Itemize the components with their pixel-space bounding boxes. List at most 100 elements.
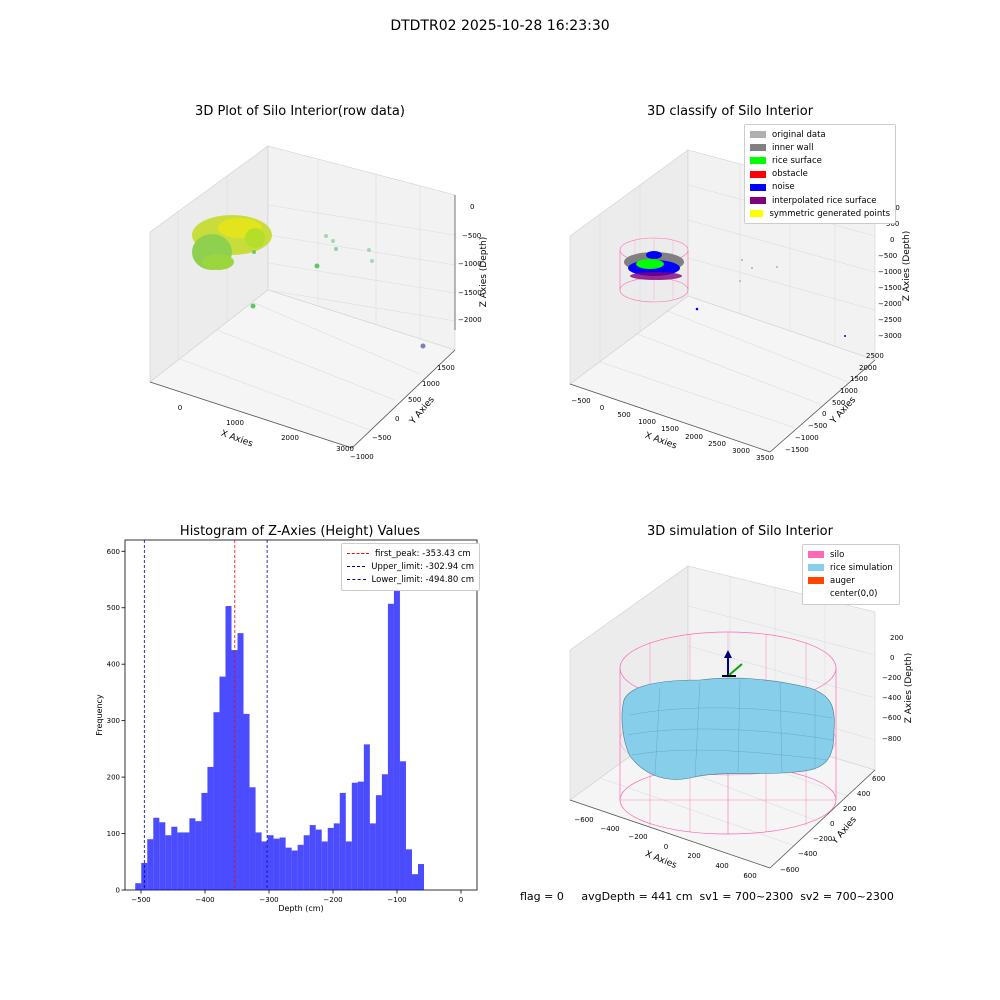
p4-ytick: 0 [830, 820, 834, 828]
legend-label: rice simulation [830, 562, 893, 573]
histogram-xtick-label: −300 [259, 896, 278, 904]
p4-rice-mesh [627, 679, 834, 779]
panel1-title: 3D Plot of Silo Interior(row data) [195, 104, 405, 119]
histogram-bar [309, 825, 316, 890]
p2-xtick: 1500 [661, 425, 679, 433]
histogram-bar [249, 787, 256, 890]
histogram-bar [411, 874, 418, 890]
histogram-xtick-label: −400 [195, 896, 214, 904]
histogram-legend: first_peak: -353.43 cm Upper_limit: -302.… [341, 543, 480, 591]
legend-swatch [750, 144, 766, 152]
legend-entry: first_peak: -353.43 cm [347, 547, 474, 560]
p4-zlabel: Z Axies (Depth) [904, 653, 914, 724]
histogram-bar [387, 603, 394, 890]
histogram-bar [339, 792, 346, 890]
legend-entry: center(0,0) [808, 588, 894, 601]
histogram-bar [417, 864, 425, 890]
panel4-legend: silo rice simulation auger center(0,0) [802, 544, 900, 605]
p2-xtick: 3000 [732, 447, 750, 455]
p1-ytick: 500 [408, 396, 421, 404]
p4-ytick: 200 [843, 805, 856, 813]
p2-xtick: 2000 [685, 433, 703, 441]
histogram-bar [345, 841, 352, 890]
p1-ztick: −500 [462, 232, 481, 240]
histogram-bar [189, 818, 196, 890]
p4-ytick: −400 [798, 850, 817, 858]
histogram-bar [261, 841, 268, 890]
p1-ytick: −500 [372, 434, 391, 442]
histogram-bar [291, 850, 298, 890]
p1-xtick: 1000 [226, 419, 244, 427]
p2-xtick: −500 [571, 397, 590, 405]
p1-ztick: −2000 [458, 316, 482, 324]
p2-xtick: 1000 [638, 418, 656, 426]
legend-entry: Upper_limit: -302.94 cm [347, 560, 474, 573]
p1-xtick: 2000 [281, 434, 299, 442]
legend-entry: auger [808, 574, 894, 587]
p1-ytick: 1000 [422, 380, 440, 388]
legend-entry: rice surface [750, 154, 890, 167]
histogram-bar [255, 832, 262, 890]
histogram-bar [225, 606, 232, 890]
legend-entry: interpolated rice surface [750, 194, 890, 207]
p2-zlabel: Z Axies (Depth) [902, 231, 912, 302]
p2-ztick: −1500 [878, 284, 902, 292]
p4-ztick: −200 [882, 674, 901, 682]
histogram-xtick-label: 0 [459, 896, 463, 904]
p4-ytick: 600 [872, 775, 885, 783]
histogram-bar [381, 774, 388, 890]
p2-xtick: 3500 [756, 454, 774, 462]
p4-xtick: 200 [687, 852, 700, 860]
histogram-bar [279, 837, 286, 890]
p1-zlabel: Z Axies (Depth) [479, 237, 489, 308]
histogram-bar [297, 844, 304, 890]
legend-entry: symmetric generated points [750, 207, 890, 220]
legend-label: Upper_limit: -302.94 cm [371, 561, 474, 572]
histogram-ytick-label: 600 [107, 548, 120, 556]
histogram-ytick-label: 400 [107, 661, 120, 669]
histogram-bar [333, 823, 340, 890]
p4-xlabel: X Axies [643, 849, 678, 871]
p2-classified-cloud [619, 237, 846, 337]
histogram-bar [285, 847, 292, 890]
histogram-bar [357, 781, 364, 890]
p2-ztick: −1000 [878, 268, 902, 276]
histogram-bar [267, 835, 274, 890]
p4-xtick: −200 [628, 833, 647, 841]
legend-swatch [750, 210, 764, 218]
legend-label: silo [830, 549, 845, 560]
legend-entry: obstacle [750, 168, 890, 181]
p4-xtick: 400 [715, 862, 728, 870]
legend-entry: rice simulation [808, 561, 894, 574]
p2-ytick: 500 [832, 399, 845, 407]
p4-rice-surface [621, 677, 835, 780]
histogram-bar [219, 676, 226, 890]
p4-ztick: 200 [890, 634, 903, 642]
histogram-bar [351, 782, 358, 890]
histogram-ytick-label: 0 [116, 887, 120, 895]
histogram-bar [159, 822, 166, 890]
p2-ytick: 2500 [866, 352, 884, 360]
histogram-yticks: 0 100 200 300 400 500 600 [107, 548, 125, 895]
p1-ytick: 0 [395, 415, 399, 423]
histogram-bar [303, 835, 310, 890]
histogram-bar [363, 744, 370, 890]
histogram-bar [213, 712, 220, 890]
histogram-bar [171, 826, 178, 890]
p4-ztick: 0 [890, 654, 894, 662]
histogram-xtick-label: −500 [131, 896, 150, 904]
p4-ytick: 400 [857, 790, 870, 798]
histogram-bar [153, 817, 160, 890]
histogram-xticks: −500 −400 −300 −200 −100 0 [131, 890, 463, 904]
p2-ztick: −500 [878, 252, 897, 260]
p2-ytick: −1500 [785, 446, 809, 454]
histogram-title: Histogram of Z-Axies (Height) Values [179, 524, 421, 539]
histogram-ylabel: Frequency [95, 694, 104, 736]
p4-auger [722, 650, 743, 677]
legend-swatch [808, 551, 824, 559]
p4-xtick: −600 [574, 816, 593, 824]
p2-ztick: 0 [890, 236, 894, 244]
legend-label: first_peak: -353.43 cm [375, 548, 471, 559]
